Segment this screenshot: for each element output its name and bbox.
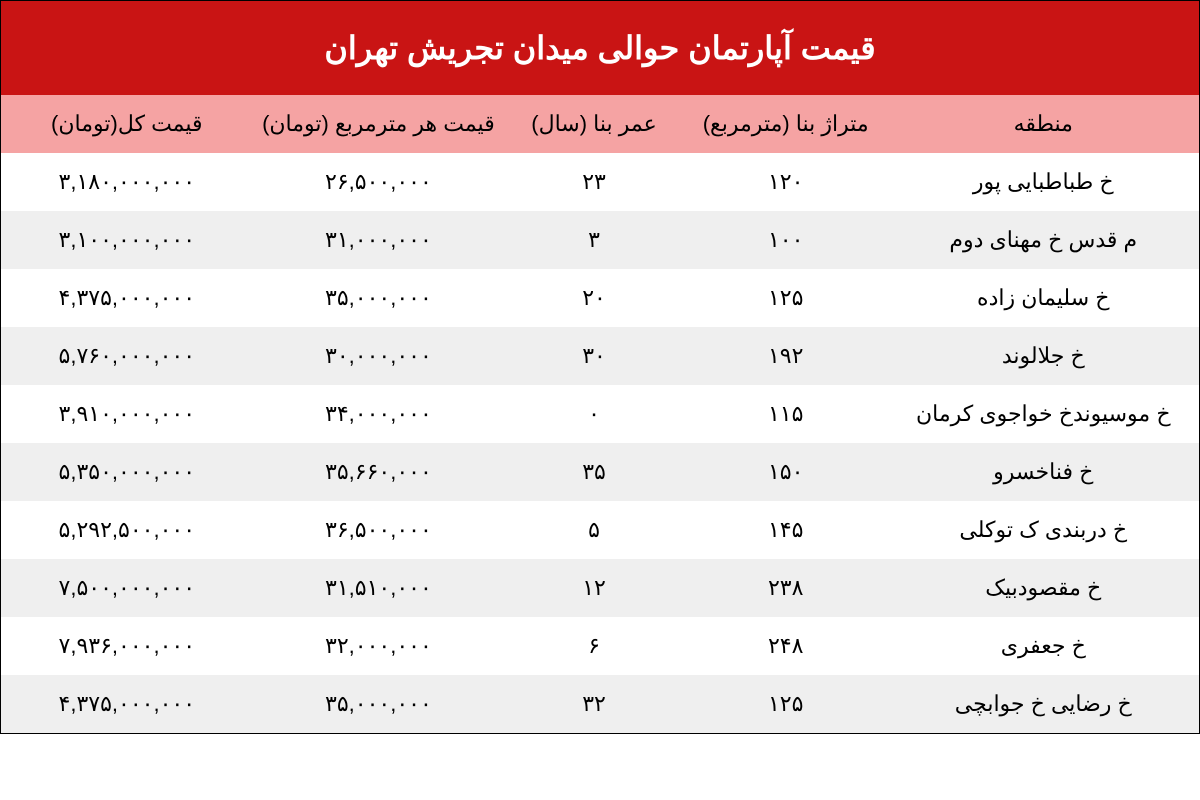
cell-age: ۳ [504, 211, 684, 269]
table-row: خ فناخسرو ۱۵۰ ۳۵ ۳۵,۶۶۰,۰۰۰ ۵,۳۵۰,۰۰۰,۰۰… [1, 443, 1199, 501]
col-header-area: متراژ بنا (مترمربع) [684, 95, 888, 153]
cell-price-per-sqm: ۳۲,۰۰۰,۰۰۰ [253, 617, 505, 675]
cell-age: ۳۲ [504, 675, 684, 733]
cell-price-per-sqm: ۲۶,۵۰۰,۰۰۰ [253, 153, 505, 211]
table-row: خ موسیوندخ خواجوی کرمان ۱۱۵ ۰ ۳۴,۰۰۰,۰۰۰… [1, 385, 1199, 443]
table-row: خ طباطبایی پور ۱۲۰ ۲۳ ۲۶,۵۰۰,۰۰۰ ۳,۱۸۰,۰… [1, 153, 1199, 211]
cell-age: ۱۲ [504, 559, 684, 617]
cell-region: خ فناخسرو [888, 443, 1199, 501]
cell-area: ۱۲۰ [684, 153, 888, 211]
cell-region: م قدس خ مهنای دوم [888, 211, 1199, 269]
cell-area: ۱۱۵ [684, 385, 888, 443]
cell-region: خ جعفری [888, 617, 1199, 675]
cell-area: ۱۲۵ [684, 269, 888, 327]
cell-age: ۶ [504, 617, 684, 675]
table-header-row: منطقه متراژ بنا (مترمربع) عمر بنا (سال) … [1, 95, 1199, 153]
cell-region: خ مقصودبیک [888, 559, 1199, 617]
cell-region: خ سلیمان زاده [888, 269, 1199, 327]
cell-area: ۱۹۲ [684, 327, 888, 385]
cell-age: ۳۵ [504, 443, 684, 501]
cell-price-per-sqm: ۳۶,۵۰۰,۰۰۰ [253, 501, 505, 559]
table-row: خ جعفری ۲۴۸ ۶ ۳۲,۰۰۰,۰۰۰ ۷,۹۳۶,۰۰۰,۰۰۰ [1, 617, 1199, 675]
cell-region: خ رضایی خ جوابچی [888, 675, 1199, 733]
cell-total-price: ۵,۲۹۲,۵۰۰,۰۰۰ [1, 501, 253, 559]
col-header-region: منطقه [888, 95, 1199, 153]
col-header-price-per-sqm: قیمت هر مترمربع (تومان) [253, 95, 505, 153]
cell-price-per-sqm: ۳۵,۶۶۰,۰۰۰ [253, 443, 505, 501]
cell-total-price: ۳,۹۱۰,۰۰۰,۰۰۰ [1, 385, 253, 443]
cell-area: ۲۴۸ [684, 617, 888, 675]
cell-price-per-sqm: ۳۰,۰۰۰,۰۰۰ [253, 327, 505, 385]
cell-total-price: ۵,۳۵۰,۰۰۰,۰۰۰ [1, 443, 253, 501]
cell-area: ۱۲۵ [684, 675, 888, 733]
cell-price-per-sqm: ۳۵,۰۰۰,۰۰۰ [253, 675, 505, 733]
table-row: خ سلیمان زاده ۱۲۵ ۲۰ ۳۵,۰۰۰,۰۰۰ ۴,۳۷۵,۰۰… [1, 269, 1199, 327]
cell-price-per-sqm: ۳۴,۰۰۰,۰۰۰ [253, 385, 505, 443]
cell-area: ۱۰۰ [684, 211, 888, 269]
cell-total-price: ۳,۱۰۰,۰۰۰,۰۰۰ [1, 211, 253, 269]
price-table-container: قیمت آپارتمان حوالی میدان تجریش تهران من… [0, 0, 1200, 734]
cell-age: ۰ [504, 385, 684, 443]
cell-area: ۱۴۵ [684, 501, 888, 559]
col-header-age: عمر بنا (سال) [504, 95, 684, 153]
cell-total-price: ۴,۳۷۵,۰۰۰,۰۰۰ [1, 675, 253, 733]
table-row: خ جلالوند ۱۹۲ ۳۰ ۳۰,۰۰۰,۰۰۰ ۵,۷۶۰,۰۰۰,۰۰… [1, 327, 1199, 385]
table-row: خ دربندی ک توکلی ۱۴۵ ۵ ۳۶,۵۰۰,۰۰۰ ۵,۲۹۲,… [1, 501, 1199, 559]
cell-total-price: ۷,۵۰۰,۰۰۰,۰۰۰ [1, 559, 253, 617]
cell-price-per-sqm: ۳۵,۰۰۰,۰۰۰ [253, 269, 505, 327]
cell-total-price: ۴,۳۷۵,۰۰۰,۰۰۰ [1, 269, 253, 327]
cell-area: ۲۳۸ [684, 559, 888, 617]
table-body: خ طباطبایی پور ۱۲۰ ۲۳ ۲۶,۵۰۰,۰۰۰ ۳,۱۸۰,۰… [1, 153, 1199, 733]
cell-region: خ طباطبایی پور [888, 153, 1199, 211]
table-row: خ مقصودبیک ۲۳۸ ۱۲ ۳۱,۵۱۰,۰۰۰ ۷,۵۰۰,۰۰۰,۰… [1, 559, 1199, 617]
cell-total-price: ۷,۹۳۶,۰۰۰,۰۰۰ [1, 617, 253, 675]
cell-region: خ جلالوند [888, 327, 1199, 385]
cell-age: ۳۰ [504, 327, 684, 385]
cell-age: ۵ [504, 501, 684, 559]
apartment-price-table: منطقه متراژ بنا (مترمربع) عمر بنا (سال) … [1, 95, 1199, 733]
table-row: خ رضایی خ جوابچی ۱۲۵ ۳۲ ۳۵,۰۰۰,۰۰۰ ۴,۳۷۵… [1, 675, 1199, 733]
cell-region: خ دربندی ک توکلی [888, 501, 1199, 559]
cell-area: ۱۵۰ [684, 443, 888, 501]
cell-age: ۲۳ [504, 153, 684, 211]
table-row: م قدس خ مهنای دوم ۱۰۰ ۳ ۳۱,۰۰۰,۰۰۰ ۳,۱۰۰… [1, 211, 1199, 269]
cell-total-price: ۵,۷۶۰,۰۰۰,۰۰۰ [1, 327, 253, 385]
table-title: قیمت آپارتمان حوالی میدان تجریش تهران [1, 1, 1199, 95]
col-header-total-price: قیمت کل(تومان) [1, 95, 253, 153]
cell-region: خ موسیوندخ خواجوی کرمان [888, 385, 1199, 443]
cell-total-price: ۳,۱۸۰,۰۰۰,۰۰۰ [1, 153, 253, 211]
cell-age: ۲۰ [504, 269, 684, 327]
cell-price-per-sqm: ۳۱,۵۱۰,۰۰۰ [253, 559, 505, 617]
cell-price-per-sqm: ۳۱,۰۰۰,۰۰۰ [253, 211, 505, 269]
